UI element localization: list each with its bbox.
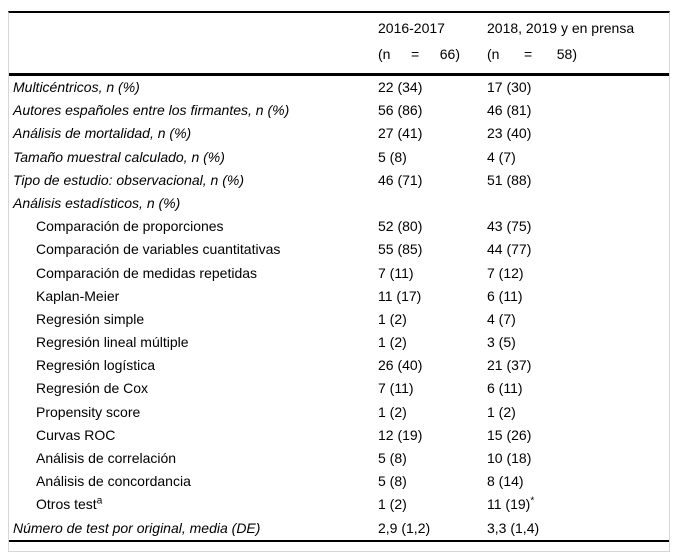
- table-row: Propensity score 1 (2) 1 (2): [9, 401, 669, 424]
- value-2016-2017: 1 (2): [378, 310, 407, 327]
- table-row: Análisis de concordancia 5 (8) 8 (14): [9, 470, 669, 493]
- row-label: Análisis de concordancia: [36, 473, 191, 490]
- value-2018-2019: 43 (75): [487, 218, 532, 235]
- section-label: Análisis estadísticos, n (%): [13, 194, 181, 211]
- table-row: Tipo de estudio: observacional, n (%) 46…: [9, 169, 669, 192]
- value-2018-2019: 7 (12): [487, 264, 524, 281]
- value-2016-2017: 26 (40): [378, 357, 423, 374]
- value-2018-2019: 6 (11): [487, 380, 523, 397]
- row-label: Curvas ROC: [36, 426, 116, 443]
- table-row: Tamaño muestral calculado, n (%) 5 (8) 4…: [9, 146, 669, 169]
- value-2018-2019: 17 (30): [487, 79, 532, 95]
- table-row: Número de test por original, media (DE) …: [9, 517, 669, 540]
- row-label: Tamaño muestral calculado, n (%): [13, 148, 225, 165]
- value-2016-2017: 46 (71): [378, 171, 423, 188]
- value-2016-2017: 1 (2): [378, 334, 407, 351]
- row-label: Comparación de medidas repetidas: [36, 264, 258, 281]
- value-2018-2019: 1 (2): [487, 403, 516, 420]
- row-label: Regresión logística: [36, 357, 156, 374]
- value-2016-2017: 11 (17): [378, 287, 422, 304]
- row-label: Autores españoles entre los firmantes, n…: [13, 102, 290, 119]
- value-2016-2017: 52 (80): [378, 218, 423, 235]
- table-row: Regresión lineal múltiple 1 (2) 3 (5): [9, 331, 669, 354]
- table-bottom-rule: [9, 539, 669, 542]
- value-2016-2017: 5 (8): [378, 148, 407, 165]
- column-header-2016-2017: 2016-2017: [378, 20, 445, 36]
- equals-sign: =: [411, 46, 420, 62]
- equals-sign: =: [524, 46, 533, 62]
- row-label: Análisis de correlación: [36, 450, 177, 466]
- column-header-2018-2019-prensa: 2018, 2019 y en prensa: [487, 20, 635, 36]
- table-row: Regresión de Cox 7 (11) 6 (11): [9, 377, 669, 400]
- value-2016-2017: 1 (2): [378, 403, 407, 420]
- table-row: Curvas ROC 12 (19) 15 (26): [9, 424, 669, 447]
- table-body: Multicéntricos, n (%) 22 (34) 17 (30) Au…: [9, 76, 669, 540]
- n-value: 66): [439, 46, 460, 62]
- value-2018-2019: 21 (37): [487, 357, 532, 374]
- table-row: Comparación de proporciones 52 (80) 43 (…: [9, 215, 669, 238]
- n-open: (n: [378, 46, 391, 62]
- row-label: Tipo de estudio: observacional, n (%): [13, 171, 244, 188]
- table-row: Comparación de medidas repetidas 7 (11) …: [9, 262, 669, 285]
- table-row: Kaplan-Meier 11 (17) 6 (11): [9, 285, 669, 308]
- value-2018-2019: 11 (19)*: [487, 493, 534, 516]
- n-open: (n: [487, 46, 500, 62]
- row-label: Otros testa: [36, 493, 102, 516]
- table-row: Regresión simple 1 (2) 4 (7): [9, 308, 669, 331]
- value-2018-2019: 46 (81): [487, 102, 532, 119]
- value-2018-2019: 3,3 (1,4): [487, 519, 540, 536]
- value-2016-2017: 55 (85): [378, 241, 423, 258]
- value-2018-2019: 51 (88): [487, 171, 532, 188]
- table-section-row: Análisis estadísticos, n (%): [9, 192, 669, 215]
- value-2018-2019: 44 (77): [487, 241, 532, 258]
- paper-table: 2016-2017 2018, 2019 y en prensa (n = 66…: [8, 11, 670, 552]
- value-2016-2017: 7 (11): [378, 380, 414, 397]
- row-label: Regresión simple: [36, 310, 145, 327]
- table-row: Análisis de correlación 5 (8) 10 (18): [9, 447, 669, 470]
- row-label: Número de test por original, media (DE): [13, 519, 261, 536]
- table-header: 2016-2017 2018, 2019 y en prensa (n = 66…: [9, 13, 669, 76]
- row-label: Comparación de proporciones: [36, 218, 224, 235]
- footnote-marker-a: a: [96, 495, 103, 507]
- table-row: Autores españoles entre los firmantes, n…: [9, 99, 669, 122]
- value-2018-2019: 3 (5): [487, 334, 516, 351]
- row-label: Multicéntricos, n (%): [13, 79, 140, 95]
- value-2018-2019: 4 (7): [487, 310, 516, 327]
- row-label-text: Otros test: [36, 496, 97, 513]
- value-2016-2017: 5 (8): [378, 473, 407, 490]
- row-label: Comparación de variables cuantitativas: [36, 241, 281, 258]
- value-2018-2019: 4 (7): [487, 148, 516, 165]
- value-2016-2017: 5 (8): [378, 450, 407, 466]
- value-2018-2019: 6 (11): [487, 287, 523, 304]
- column-subheader-n66: (n = 66): [378, 46, 460, 62]
- column-subheader-n58: (n = 58): [487, 46, 577, 62]
- significance-asterisk: *: [530, 495, 535, 507]
- value-2016-2017: 27 (41): [378, 125, 423, 142]
- value-2016-2017: 56 (86): [378, 102, 423, 119]
- value-2018-2019: 10 (18): [487, 450, 532, 466]
- value-2018-2019: 15 (26): [487, 426, 532, 443]
- row-label: Kaplan-Meier: [36, 287, 120, 304]
- row-label: Regresión de Cox: [36, 380, 149, 397]
- row-label: Análisis de mortalidad, n (%): [13, 125, 192, 142]
- table-row: Otros testa 1 (2) 11 (19)*: [9, 493, 669, 516]
- n-value: 58): [556, 46, 577, 62]
- value-2018-2019: 23 (40): [487, 125, 532, 142]
- row-label: Regresión lineal múltiple: [36, 334, 189, 351]
- table-row: Comparación de variables cuantitativas 5…: [9, 238, 669, 261]
- value-2016-2017: 22 (34): [378, 79, 423, 95]
- table-row: Multicéntricos, n (%) 22 (34) 17 (30): [9, 76, 669, 99]
- row-label: Propensity score: [36, 403, 141, 420]
- value-2016-2017: 7 (11): [378, 264, 414, 281]
- value-2018-2019: 8 (14): [487, 473, 524, 490]
- value-text: 11 (19): [487, 496, 531, 513]
- table-row: Regresión logística 26 (40) 21 (37): [9, 354, 669, 377]
- table-row: Análisis de mortalidad, n (%) 27 (41) 23…: [9, 122, 669, 145]
- value-2016-2017: 1 (2): [378, 496, 407, 513]
- value-2016-2017: 2,9 (1,2): [378, 519, 431, 536]
- value-2016-2017: 12 (19): [378, 426, 423, 443]
